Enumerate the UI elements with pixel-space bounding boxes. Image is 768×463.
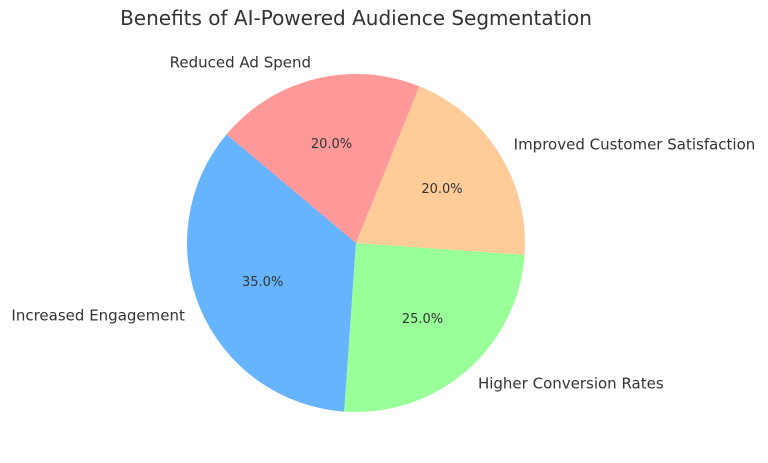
pie-percent-labels: 35.0% 25.0% 20.0% 20.0% (242, 137, 463, 327)
pie-category-labels: Increased Engagement Higher Conversion Ra… (11, 54, 755, 393)
slice-category-label: Reduced Ad Spend (170, 54, 311, 72)
slice-percent-label: 25.0% (402, 312, 443, 327)
slice-percent-label: 20.0% (311, 137, 352, 152)
slice-category-label: Increased Engagement (11, 307, 185, 325)
pie-slice (344, 243, 525, 413)
slice-category-label: Improved Customer Satisfaction (514, 135, 756, 153)
slice-percent-label: 35.0% (242, 275, 283, 290)
pie-slice (356, 86, 526, 255)
pie-slice (187, 134, 356, 412)
chart-title: Benefits of AI-Powered Audience Segmenta… (120, 6, 592, 30)
pie-slices (187, 74, 526, 413)
pie-slice (226, 74, 420, 243)
slice-category-label: Higher Conversion Rates (478, 374, 664, 392)
slice-percent-label: 20.0% (421, 182, 462, 197)
